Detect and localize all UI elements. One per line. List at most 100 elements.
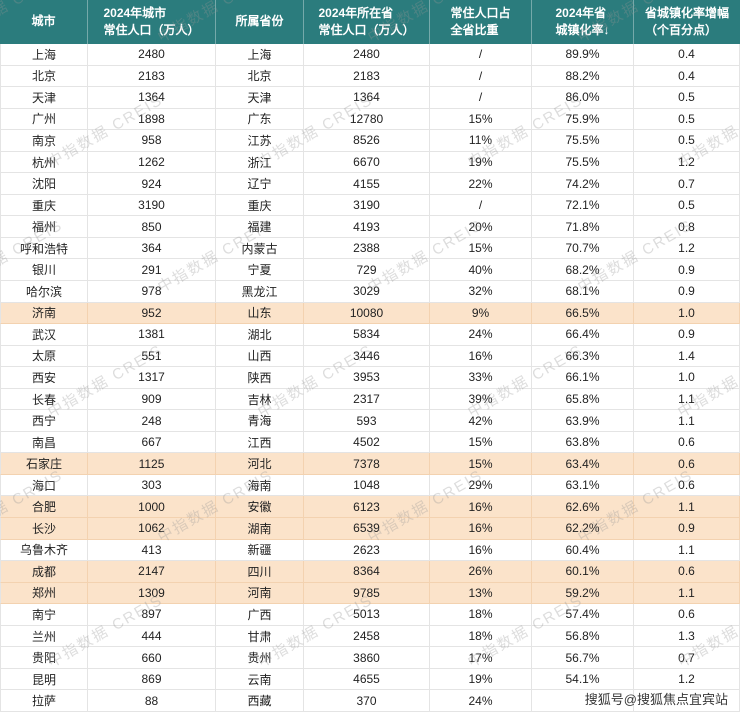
table-cell: 18% (430, 604, 532, 626)
table-cell: 66.4% (532, 324, 634, 346)
table-cell: 15% (430, 237, 532, 260)
table-cell: 南昌 (0, 431, 88, 454)
table-cell: 0.5 (634, 194, 740, 217)
table-cell: 9% (430, 302, 532, 325)
table-cell: 59.2% (532, 582, 634, 605)
table-cell: 1.3 (634, 625, 740, 648)
table-cell: 15% (430, 431, 532, 454)
table-cell: 6123 (304, 496, 430, 519)
table-cell: 5834 (304, 324, 430, 346)
table-row: 贵阳 660 贵州 3860 17% 56.7% 0.7 (0, 647, 740, 669)
table-cell: 内蒙古 (216, 237, 304, 260)
table-cell: 75.9% (532, 108, 634, 131)
table-cell: / (430, 65, 532, 88)
table-cell: 364 (88, 237, 216, 260)
table-cell: 甘肃 (216, 625, 304, 648)
table-cell: 958 (88, 130, 216, 152)
table-cell: 24% (430, 690, 532, 712)
table-cell: 57.4% (532, 604, 634, 626)
table-cell: 2183 (304, 65, 430, 88)
table-cell: 河北 (216, 453, 304, 475)
table-cell: 长春 (0, 388, 88, 411)
table-cell: 1062 (88, 518, 216, 540)
table-cell: 56.8% (532, 625, 634, 648)
table-cell: 16% (430, 496, 532, 519)
table-cell: 贵阳 (0, 647, 88, 669)
table-cell: 天津 (0, 87, 88, 109)
table-cell: 3190 (304, 194, 430, 217)
table-cell: 12780 (304, 108, 430, 131)
table-body: 上海 2480 上海 2480/89.9% 0.4 北京 2183 北京 2183/88.2% 0… (0, 44, 740, 712)
table-row: 广州 1898 广东 12780 15% 75.9% 0.5 (0, 108, 740, 131)
table-cell: 86.0% (532, 87, 634, 109)
table-cell: 北京 (0, 65, 88, 88)
table-cell: 1048 (304, 474, 430, 497)
table-cell: 0.6 (634, 474, 740, 497)
table-row: 乌鲁木齐 413 新疆 2623 16% 60.4% 1.1 (0, 539, 740, 562)
table-cell: 0.5 (634, 87, 740, 109)
table-cell: 天津 (216, 87, 304, 109)
table-row: 南昌 667 江西 4502 15% 63.8% 0.6 (0, 431, 740, 454)
table-cell: 重庆 (0, 194, 88, 217)
table-cell: 7378 (304, 453, 430, 475)
table-cell: 24% (430, 324, 532, 346)
table-header-row: 城市 2024年城市 常住人口（万人） 所属省份 2024年所在省 常住人口（万人） 常住人… (0, 0, 740, 44)
table-cell: 0.6 (634, 431, 740, 454)
table-cell: 0.4 (634, 44, 740, 66)
table-cell: 安徽 (216, 496, 304, 519)
table-cell: 70.7% (532, 237, 634, 260)
table-cell: 1.1 (634, 388, 740, 411)
table-cell (532, 690, 634, 712)
table-cell: 1.2 (634, 668, 740, 691)
table-row: 西宁 248 青海 593 42% 63.9% 1.1 (0, 410, 740, 432)
table-cell: 2147 (88, 561, 216, 583)
table-cell: 3190 (88, 194, 216, 217)
table-cell: 4193 (304, 216, 430, 238)
table-cell: 60.4% (532, 539, 634, 562)
table-row: 郑州 1309 河南 9785 13% 59.2% 1.1 (0, 582, 740, 605)
table-cell: 63.8% (532, 431, 634, 454)
table-cell: 石家庄 (0, 453, 88, 475)
table-row: 拉萨 88 西藏 370 24% (0, 690, 740, 712)
table-cell: 88 (88, 690, 216, 712)
column-header: 所属省份 (216, 0, 304, 44)
table-cell: 551 (88, 345, 216, 368)
table-cell: 593 (304, 410, 430, 432)
table-cell: 1898 (88, 108, 216, 131)
column-header: 2024年所在省 常住人口（万人） (304, 0, 430, 44)
table-cell: 上海 (0, 44, 88, 66)
table-row: 上海 2480 上海 2480/89.9% 0.4 (0, 44, 740, 66)
table-row: 昆明 869 云南 4655 19% 54.1% 1.2 (0, 668, 740, 691)
table-row: 银川 291 宁夏 729 40% 68.2% 0.9 (0, 259, 740, 282)
table-cell: 444 (88, 625, 216, 648)
table-cell: 海南 (216, 474, 304, 497)
table-row: 呼和浩特 364 内蒙古 2388 15% 70.7% 1.2 (0, 237, 740, 260)
column-header: 城市 (0, 0, 88, 44)
table-cell: 16% (430, 345, 532, 368)
table-cell: 成都 (0, 561, 88, 583)
table-cell: 8526 (304, 130, 430, 152)
table-cell: / (430, 194, 532, 217)
table-cell: 72.1% (532, 194, 634, 217)
table-cell: 33% (430, 367, 532, 389)
table-row: 杭州 1262 浙江 6670 19% 75.5% 1.2 (0, 151, 740, 174)
table-cell: 沈阳 (0, 173, 88, 195)
table-cell: 长沙 (0, 518, 88, 540)
table-cell: 66.3% (532, 345, 634, 368)
table-cell: 71.8% (532, 216, 634, 238)
table-cell: 56.7% (532, 647, 634, 669)
table-cell: 978 (88, 281, 216, 303)
table-cell: 667 (88, 431, 216, 454)
table-cell: 10080 (304, 302, 430, 325)
table-cell: 福建 (216, 216, 304, 238)
table-cell: 413 (88, 539, 216, 562)
table-cell: 924 (88, 173, 216, 195)
table-row: 哈尔滨 978 黑龙江 3029 32% 68.1% 0.9 (0, 281, 740, 303)
table-cell: 869 (88, 668, 216, 691)
table-cell: 13% (430, 582, 532, 605)
table-cell: 江西 (216, 431, 304, 454)
sohu-watermark: 搜狐号@搜狐焦点宜宾站 (584, 692, 728, 707)
table-cell: 16% (430, 518, 532, 540)
table-cell: 1.2 (634, 237, 740, 260)
table-cell: 248 (88, 410, 216, 432)
